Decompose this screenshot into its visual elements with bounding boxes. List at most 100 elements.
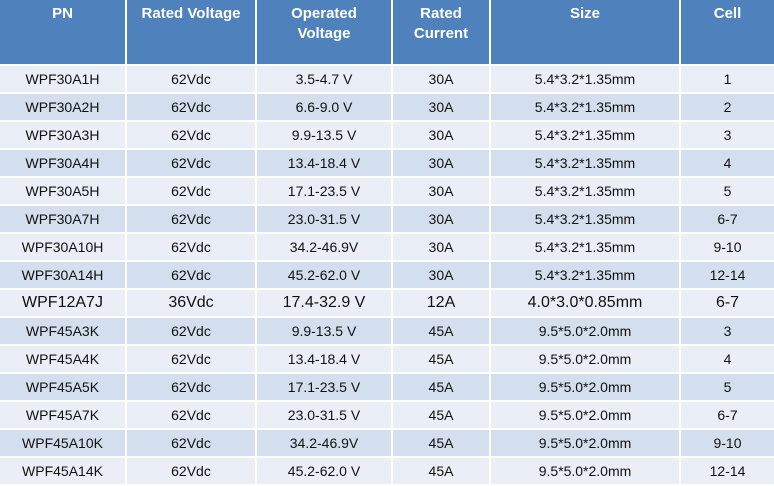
table-cell: 62Vdc: [126, 65, 257, 94]
table-cell: WPF45A10K: [0, 429, 127, 458]
table-cell: 62Vdc: [126, 149, 257, 178]
table-cell: 34.2-46.9V: [256, 429, 393, 458]
table-cell: 5.4*3.2*1.35mm: [490, 261, 681, 290]
table-cell: WPF30A10H: [0, 233, 127, 262]
table-row: WPF30A10H 62Vdc 34.2-46.9V 30A 5.4*3.2*1.35m…: [0, 233, 774, 262]
table-cell: 5.4*3.2*1.35mm: [490, 177, 681, 206]
table-cell: WPF45A4K: [0, 345, 127, 374]
table-cell: WPF30A1H: [0, 65, 127, 94]
table-cell: 5.4*3.2*1.35mm: [490, 93, 681, 122]
table-row: WPF30A3H 62Vdc 9.9-13.5 V 30A 5.4*3.2*1.35mm…: [0, 121, 774, 150]
table-cell: 30A: [392, 149, 491, 178]
table-cell: 62Vdc: [126, 205, 257, 234]
table-cell: 62Vdc: [126, 177, 257, 206]
table-cell: 34.2-46.9V: [256, 233, 393, 262]
table-cell: 9.5*5.0*2.0mm: [490, 317, 681, 346]
table-cell: WPF45A5K: [0, 373, 127, 402]
table-cell: 23.0-31.5 V: [256, 205, 393, 234]
table-cell: WPF30A14H: [0, 261, 127, 290]
table-cell: 3.5-4.7 V: [256, 65, 393, 94]
table-body: WPF30A1H 62Vdc 3.5-4.7 V 30A 5.4*3.2*1.35mm 1…: [0, 65, 774, 486]
table-cell: 62Vdc: [126, 261, 257, 290]
table-cell: 5.4*3.2*1.35mm: [490, 233, 681, 262]
table-row: WPF12A7J 36Vdc 17.4-32.9 V 12A 4.0*3.0*0.85m…: [0, 289, 774, 318]
table-cell: 45A: [392, 317, 491, 346]
table-row: WPF45A7K 62Vdc 23.0-31.5 V 45A 9.5*5.0*2.0mm…: [0, 401, 774, 430]
table-cell: 62Vdc: [126, 401, 257, 430]
table-row: WPF45A10K 62Vdc 34.2-46.9V 45A 9.5*5.0*2.0mm…: [0, 429, 774, 458]
table-cell: 62Vdc: [126, 429, 257, 458]
table-cell: 3: [680, 317, 774, 346]
table-cell: 62Vdc: [126, 121, 257, 150]
header-cell: Operated Voltage: [256, 0, 393, 66]
header-row: PN Rated Voltage Operated Voltage Rated Cur…: [0, 0, 774, 66]
table-cell: 5.4*3.2*1.35mm: [490, 149, 681, 178]
table-cell: WPF30A2H: [0, 93, 127, 122]
table-cell: 12-14: [680, 261, 774, 290]
table-cell: 45A: [392, 345, 491, 374]
table-cell: 62Vdc: [126, 233, 257, 262]
table-cell: WPF30A3H: [0, 121, 127, 150]
table-cell: 9-10: [680, 429, 774, 458]
table-cell: 1: [680, 65, 774, 94]
table-cell: WPF12A7J: [0, 289, 127, 318]
table-cell: 62Vdc: [126, 93, 257, 122]
table-cell: 6.6-9.0 V: [256, 93, 393, 122]
table-cell: 5.4*3.2*1.35mm: [490, 205, 681, 234]
table-cell: 9.5*5.0*2.0mm: [490, 373, 681, 402]
table-cell: 17.4-32.9 V: [256, 289, 393, 318]
table-cell: 6-7: [680, 289, 774, 318]
table-cell: 5: [680, 373, 774, 402]
table-cell: 30A: [392, 177, 491, 206]
table-cell: 3: [680, 121, 774, 150]
table-cell: 45.2-62.0 V: [256, 261, 393, 290]
table-cell: WPF45A7K: [0, 401, 127, 430]
table-row: WPF30A4H 62Vdc 13.4-18.4 V 30A 5.4*3.2*1.35m…: [0, 149, 774, 178]
table-row: WPF30A14H 62Vdc 45.2-62.0 V 30A 5.4*3.2*1.35…: [0, 261, 774, 290]
table-cell: 36Vdc: [126, 289, 257, 318]
table-row: WPF30A1H 62Vdc 3.5-4.7 V 30A 5.4*3.2*1.35mm 1: [0, 65, 774, 94]
table-cell: 6-7: [680, 401, 774, 430]
table-cell: WPF45A3K: [0, 317, 127, 346]
table-cell: 4: [680, 149, 774, 178]
table-cell: WPF30A5H: [0, 177, 127, 206]
table-cell: 23.0-31.5 V: [256, 401, 393, 430]
table-cell: 13.4-18.4 V: [256, 345, 393, 374]
table-cell: 30A: [392, 93, 491, 122]
table-row: WPF45A3K 62Vdc 9.9-13.5 V 45A 9.5*5.0*2.0mm 3: [0, 317, 774, 346]
table-cell: 9.5*5.0*2.0mm: [490, 401, 681, 430]
table-cell: 30A: [392, 233, 491, 262]
table-cell: 30A: [392, 121, 491, 150]
table-row: WPF30A2H 62Vdc 6.6-9.0 V 30A 5.4*3.2*1.35mm 2: [0, 93, 774, 122]
table-cell: 45A: [392, 373, 491, 402]
table-cell: 45A: [392, 401, 491, 430]
table-cell: 4: [680, 345, 774, 374]
table-cell: 5.4*3.2*1.35mm: [490, 121, 681, 150]
table-cell: 30A: [392, 261, 491, 290]
table-cell: 9-10: [680, 233, 774, 262]
header-cell: Size: [490, 0, 681, 66]
table-row: WPF45A5K 62Vdc 17.1-23.5 V 45A 9.5*5.0*2.0mm…: [0, 373, 774, 402]
table-cell: 13.4-18.4 V: [256, 149, 393, 178]
table-row: WPF45A4K 62Vdc 13.4-18.4 V 45A 9.5*5.0*2.0mm…: [0, 345, 774, 374]
table-cell: 4.0*3.0*0.85mm: [490, 289, 681, 318]
table-cell: 5.4*3.2*1.35mm: [490, 65, 681, 94]
table-row: WPF30A5H 62Vdc 17.1-23.5 V 30A 5.4*3.2*1.35m…: [0, 177, 774, 206]
table-cell: WPF30A7H: [0, 205, 127, 234]
header-cell: Rated Current: [392, 0, 491, 66]
table-cell: 2: [680, 93, 774, 122]
table-cell: 30A: [392, 65, 491, 94]
table-cell: 62Vdc: [126, 373, 257, 402]
table-cell: 9.9-13.5 V: [256, 121, 393, 150]
table-cell: 9.5*5.0*2.0mm: [490, 345, 681, 374]
header-cell: Cell: [680, 0, 774, 66]
table-cell: 45A: [392, 429, 491, 458]
table-cell: 9.5*5.0*2.0mm: [490, 429, 681, 458]
table-cell: 6-7: [680, 205, 774, 234]
header-cell: Rated Voltage: [126, 0, 257, 66]
table-cell: WPF30A4H: [0, 149, 127, 178]
header-cell: PN: [0, 0, 127, 66]
table-cell: 17.1-23.5 V: [256, 177, 393, 206]
